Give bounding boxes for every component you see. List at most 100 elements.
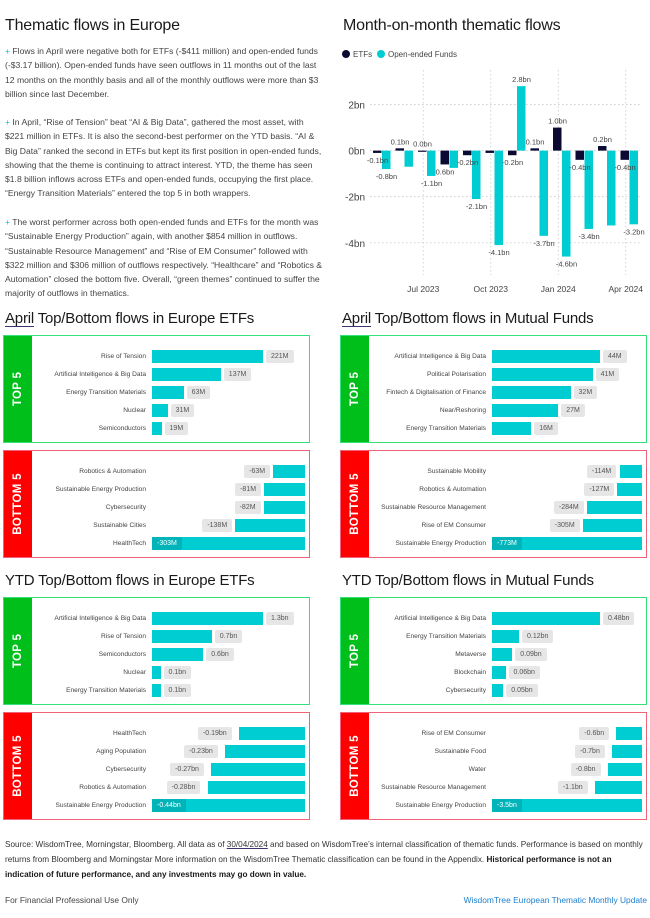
panel-title-text: YTD Top/Bottom flows in Mutual Funds [342,572,594,589]
flow-bar [152,666,161,679]
etf-bar [508,150,517,156]
bullet-plus: + [5,46,11,56]
data-label: -1.1bn [421,179,442,188]
bottom5-panel: BOTTOM 5 HealthTech -0.19bn Aging Populatio… [3,712,310,820]
theme-name: Artificial Intelligence & Big Data [54,371,146,378]
legend-etf-label: ETFs [353,50,372,59]
flow-bar [152,630,212,643]
panel-title-period: April [342,310,372,327]
y-tick-label: -2bn [345,193,365,204]
panel-title-text: Top/Bottom flows in Mutual Funds [371,310,594,327]
theme-name: Near/Reshoring [439,407,486,414]
data-label: -4.6bn [556,260,577,269]
flow-value: -0.27bn [170,763,204,776]
bottom5-panel: BOTTOM 5 Rise of EM Consumer -0.6bn Sustain… [340,712,647,820]
flow-row: Artificial Intelligence & Big Data 1.3bn [4,612,311,625]
theme-name: Robotics & Automation [79,784,146,791]
flow-value: -0.19bn [197,727,232,740]
flow-row: Sustainable Resource Management -1.1bn [341,781,648,794]
flow-value: 0.1bn [163,666,192,679]
flow-row: Energy Transition Materials 0.12bn [341,630,648,643]
flow-row: Cybersecurity 0.05bn [341,684,648,697]
flow-row: Blockchain 0.06bn [341,666,648,679]
flow-value: 0.7bn [214,630,243,643]
source-note: Source: WisdomTree, Morningstar, Bloombe… [5,837,647,882]
flow-bar [152,422,162,435]
theme-name: Nuclear [123,407,146,414]
etf-bar [440,150,449,165]
theme-name: Rise of Tension [101,633,146,640]
etf-bar [395,148,404,151]
panel-title-text: Top/Bottom flows in Europe ETFs [34,310,255,327]
theme-name: Sustainable Energy Production [395,802,486,809]
data-label: 0.1bn [526,137,545,146]
oef-bar [427,150,436,176]
flow-bar [263,501,305,514]
source-text: Source: WisdomTree, Morningstar, Bloombe… [5,840,227,849]
theme-name: Cybersecurity [105,504,146,511]
bullet-plus: + [5,217,11,227]
flow-bar [594,781,642,794]
flow-row: Energy Transition Materials 16M [341,422,648,435]
x-tick-label: Oct 2023 [474,284,509,294]
flow-row: Sustainable Energy Production -81M [4,483,311,496]
theme-name: Metaverse [455,651,486,658]
panel-title: April Top/Bottom flows in Europe ETFs [5,310,254,327]
flow-bar [492,666,506,679]
brand-link[interactable]: WisdomTree European Thematic Monthly Upd… [463,895,647,905]
flow-value: -0.7bn [575,745,605,758]
data-date: 30/04/2024 [226,840,268,849]
flow-value: -0.28bn [166,781,201,794]
flow-value: 44M [603,350,627,363]
etf-bar [418,150,427,152]
flow-value: -305M [549,519,580,532]
theme-name: Sustainable Resource Management [381,504,486,511]
flow-value: 0.12bn [522,630,554,643]
flow-row: Semiconductors 19M [4,422,311,435]
flow-bar [582,519,642,532]
flow-value: -284M [553,501,584,514]
theme-name: Political Polarisation [426,371,486,378]
panel-title-text: YTD Top/Bottom flows in Europe ETFs [5,572,255,589]
theme-name: Water [468,766,486,773]
oef-bar [449,150,458,168]
flow-bar [492,404,559,417]
oef-bar [404,150,413,167]
paragraph-text: Flows in April were negative both for ET… [5,46,319,99]
oef-bar [494,150,503,246]
flow-value: 0.09bn [515,648,547,661]
oef-bar [517,86,526,151]
flow-row: Sustainable Cities -138M [4,519,311,532]
flow-value: 0.6bn [206,648,234,661]
x-tick-label: Apr 2024 [609,284,644,294]
theme-name: Rise of EM Consumer [421,730,487,737]
top5-panel: TOP 5 Artificial Intelligence & Big Data 4… [340,335,647,443]
bottom5-panel: BOTTOM 5 Robotics & Automation -63M Sustain… [3,450,310,558]
panel-title-period: April [5,310,35,327]
top5-tag: TOP 5 [4,598,32,704]
theme-name: Artificial Intelligence & Big Data [394,615,486,622]
data-label: -2.1bn [466,202,487,211]
x-tick-label: Jul 2023 [407,284,439,294]
flow-value: 0.05bn [506,684,538,697]
flow-value: -0.6bn [579,727,610,740]
etf-bar [598,146,607,151]
etf-bar [373,150,382,153]
etf-bar [553,127,562,151]
chart-title: Month-on-month thematic flows [343,17,561,34]
panel-title: YTD Top/Bottom flows in Mutual Funds [342,572,594,589]
data-label: 0.6bn [436,167,455,176]
flow-row: Robotics & Automation -63M [4,465,311,478]
panel-title: YTD Top/Bottom flows in Europe ETFs [5,572,255,589]
flow-value: 16M [534,422,558,435]
paragraph-2: + In April, “Rise of Tension” beat “AI &… [5,115,323,201]
flow-bar [607,763,642,776]
data-label: -0.1bn [367,156,388,165]
flow-bar [207,781,305,794]
data-label: -0.2bn [457,158,478,167]
theme-name: Semiconductors [98,425,146,432]
flow-value: -3.5bn [492,799,522,812]
flow-value: 0.06bn [508,666,540,679]
flow-bar [492,648,513,661]
